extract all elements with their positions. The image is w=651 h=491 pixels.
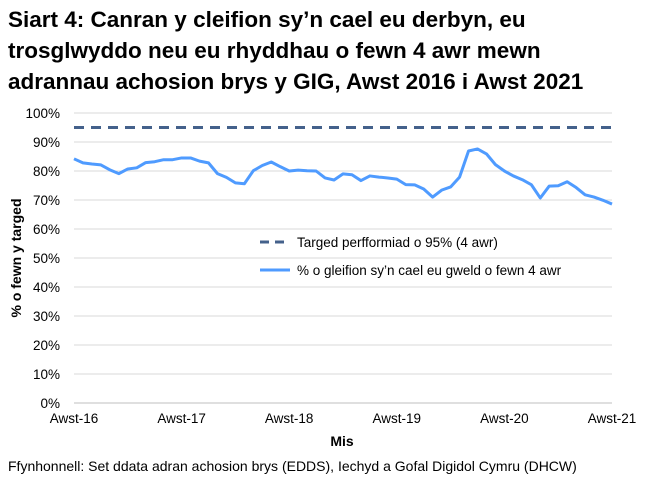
x-axis-title: Mis <box>330 433 354 449</box>
y-tick-label: 50% <box>33 251 60 266</box>
legend-label-target: Targed perfformiad o 95% (4 awr) <box>297 235 498 250</box>
y-tick-label: 70% <box>33 193 60 208</box>
y-tick-label: 40% <box>33 280 60 295</box>
x-tick-label: Awst-20 <box>480 411 529 426</box>
y-tick-label: 20% <box>33 338 60 353</box>
y-tick-label: 30% <box>33 309 60 324</box>
series-line <box>73 147 613 206</box>
y-tick-label: 90% <box>33 135 60 150</box>
chart-title: Siart 4: Canran y cleifion sy’n cael eu … <box>8 7 584 94</box>
source-note: Ffynhonnell: Set ddata adran achosion br… <box>8 458 577 474</box>
legend-label-percent: % o gleifion sy’n cael eu gweld o fewn 4… <box>297 263 562 278</box>
x-tick-label: Awst-21 <box>588 411 637 426</box>
x-tick-label: Awst-16 <box>50 411 99 426</box>
x-tick-label: Awst-17 <box>157 411 206 426</box>
x-tick-label: Awst-19 <box>373 411 422 426</box>
y-tick-label: 10% <box>33 367 60 382</box>
y-tick-label: 100% <box>25 106 60 121</box>
y-tick-label: 0% <box>40 396 60 411</box>
y-tick-label: 80% <box>33 164 60 179</box>
y-tick-label: 60% <box>33 222 60 237</box>
y-axis-title: % o fewn y targed <box>8 198 24 317</box>
x-tick-label: Awst-18 <box>265 411 314 426</box>
